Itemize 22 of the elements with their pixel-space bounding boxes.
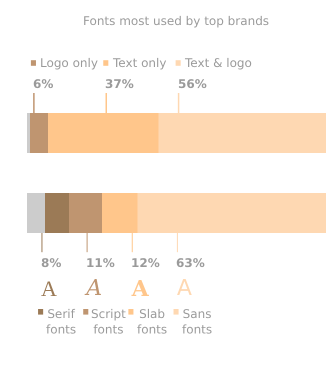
legend-label: Script fonts [91, 307, 126, 337]
letter-icon: A [132, 278, 149, 300]
legend-label: Text & logo [184, 56, 252, 70]
data-label: 56% [178, 77, 207, 91]
bar [44, 193, 69, 233]
data-label: 63% [176, 256, 205, 270]
letter-icon: A [86, 278, 102, 300]
bar [27, 193, 45, 233]
chart-title: Fonts most used by top brands [83, 14, 270, 28]
legend-label: Logo only [40, 56, 98, 70]
legend-label: Serif fonts [46, 307, 76, 337]
data-label: 11% [86, 256, 115, 270]
data-label: 8% [41, 256, 62, 270]
data-label: 6% [33, 77, 54, 91]
data-label: 12% [131, 256, 160, 270]
letter-icon: A [176, 278, 192, 300]
data-label: 37% [105, 77, 134, 91]
legend-label: Text only [112, 56, 166, 70]
legend-label: Sans fonts [182, 307, 212, 337]
legend-label: Slab fonts [137, 307, 168, 337]
letter-icon: A [41, 278, 57, 300]
bar [27, 113, 30, 153]
